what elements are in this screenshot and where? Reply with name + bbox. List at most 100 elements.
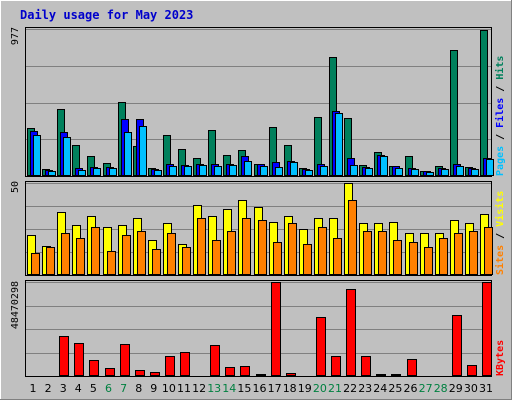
bar-pages-day-24 bbox=[380, 156, 388, 176]
bar-pages-day-26 bbox=[411, 169, 419, 176]
day-label-9: 9 bbox=[150, 382, 157, 395]
bar-kbytes-day-13 bbox=[210, 345, 220, 376]
bar-sites-day-9 bbox=[152, 249, 161, 275]
bar-kbytes-day-3 bbox=[59, 336, 69, 376]
bar-kbytes-day-30 bbox=[467, 365, 477, 376]
panel-kbytes-side-legend: KBytes bbox=[495, 340, 506, 376]
bar-sites-day-27 bbox=[424, 247, 433, 275]
bar-kbytes-day-6 bbox=[105, 368, 115, 376]
bar-kbytes-day-22 bbox=[346, 289, 356, 376]
bar-sites-day-13 bbox=[212, 240, 221, 275]
bar-sites-day-17 bbox=[273, 242, 282, 275]
bar-pages-day-10 bbox=[169, 166, 177, 176]
bar-sites-day-24 bbox=[378, 231, 387, 275]
bar-hits-day-31 bbox=[480, 30, 488, 176]
bar-kbytes-day-23 bbox=[361, 356, 371, 376]
bar-kbytes-day-24 bbox=[376, 374, 386, 376]
day-axis-labels: 1 2 3 4 5 6 7 8 9 10 11 12 13 14 15 16 17 18 19 20 21 22 23 24 2… bbox=[30, 382, 494, 395]
bar-kbytes-day-26 bbox=[407, 359, 417, 376]
bar-sites-day-10 bbox=[167, 233, 176, 275]
day-label-25: 25 bbox=[388, 382, 402, 395]
bar-pages-day-5 bbox=[93, 168, 101, 176]
bar-pages-day-21 bbox=[335, 113, 343, 176]
bar-sites-day-29 bbox=[454, 233, 463, 275]
panel-visits-side-legend: Sites / Visits bbox=[494, 191, 506, 275]
bar-sites-day-22 bbox=[348, 200, 357, 275]
bar-hits-day-29 bbox=[450, 50, 458, 176]
bar-kbytes-day-14 bbox=[225, 367, 235, 376]
bar-pages-day-7 bbox=[124, 132, 132, 176]
day-label-8: 8 bbox=[135, 382, 142, 395]
bar-kbytes-day-29 bbox=[452, 315, 462, 376]
day-label-24: 24 bbox=[373, 382, 387, 395]
side-legend-part-1-2: Visits bbox=[494, 191, 506, 227]
bar-sites-day-26 bbox=[409, 242, 418, 275]
bar-pages-day-22 bbox=[350, 165, 358, 176]
bar-kbytes-day-5 bbox=[89, 360, 99, 376]
chart-title: Daily usage for May 2023 bbox=[20, 8, 193, 22]
bar-pages-day-8 bbox=[139, 126, 147, 176]
bar-sites-day-8 bbox=[137, 231, 146, 275]
day-label-17: 17 bbox=[268, 382, 282, 395]
bar-pages-day-18 bbox=[290, 162, 298, 176]
bar-kbytes-day-25 bbox=[391, 374, 401, 376]
bar-sites-day-28 bbox=[439, 238, 448, 275]
day-label-5: 5 bbox=[90, 382, 97, 395]
day-label-18: 18 bbox=[283, 382, 297, 395]
bar-kbytes-day-21 bbox=[331, 356, 341, 376]
bar-pages-day-11 bbox=[184, 166, 192, 176]
bar-sites-day-31 bbox=[484, 227, 493, 275]
bar-sites-day-3 bbox=[61, 233, 70, 275]
bar-pages-day-20 bbox=[320, 166, 328, 176]
day-label-31: 31 bbox=[479, 382, 493, 395]
day-label-28: 28 bbox=[434, 382, 448, 395]
bar-kbytes-day-31 bbox=[482, 282, 492, 376]
day-label-4: 4 bbox=[75, 382, 82, 395]
bar-pages-day-19 bbox=[305, 170, 313, 176]
day-label-3: 3 bbox=[60, 382, 67, 395]
bar-pages-day-1 bbox=[33, 135, 41, 176]
day-label-29: 29 bbox=[449, 382, 463, 395]
day-label-12: 12 bbox=[192, 382, 206, 395]
bar-pages-day-14 bbox=[229, 165, 237, 176]
day-label-20: 20 bbox=[313, 382, 327, 395]
panel-hits-files-pages: 977 Pages / Files / Hits bbox=[10, 27, 506, 177]
bar-sites-day-18 bbox=[288, 223, 297, 275]
bar-sites-day-15 bbox=[242, 218, 251, 275]
bar-pages-day-17 bbox=[275, 167, 283, 176]
bar-pages-day-25 bbox=[395, 168, 403, 176]
bar-kbytes-day-20 bbox=[316, 317, 326, 376]
panel-hits-side-legend: Pages / Files / Hits bbox=[494, 56, 506, 176]
bar-pages-day-13 bbox=[214, 166, 222, 176]
side-legend-part-0-0: Pages bbox=[495, 146, 506, 176]
bar-pages-day-2 bbox=[48, 171, 56, 176]
day-label-10: 10 bbox=[162, 382, 176, 395]
day-label-1: 1 bbox=[30, 382, 37, 395]
side-legend-part-2-0: KBytes bbox=[495, 340, 506, 376]
bar-sites-day-20 bbox=[318, 227, 327, 275]
side-legend-part-0-1: / bbox=[495, 128, 506, 146]
panel-kbytes: 48470298 KBytes bbox=[10, 280, 506, 377]
bar-pages-day-3 bbox=[63, 137, 71, 176]
kbytes-bars bbox=[26, 282, 492, 376]
bar-pages-day-29 bbox=[456, 166, 464, 176]
side-legend-part-1-0: Sites bbox=[494, 245, 506, 275]
bar-pages-day-4 bbox=[78, 170, 86, 176]
visits-sites-bars bbox=[26, 183, 493, 275]
bar-pages-day-28 bbox=[441, 169, 449, 176]
day-label-13: 13 bbox=[207, 382, 221, 395]
day-label-6: 6 bbox=[105, 382, 112, 395]
day-label-21: 21 bbox=[328, 382, 342, 395]
kbytes-max-label: 48470298 bbox=[10, 281, 21, 329]
day-label-15: 15 bbox=[237, 382, 251, 395]
panel-visits-sites: 50 Sites / Visits bbox=[10, 181, 506, 276]
bar-pages-day-16 bbox=[260, 166, 268, 176]
bar-sites-day-23 bbox=[363, 231, 372, 275]
bar-sites-day-14 bbox=[227, 231, 236, 275]
bar-sites-day-1 bbox=[31, 253, 40, 275]
hits-max-label: 977 bbox=[10, 27, 21, 45]
bar-kbytes-day-8 bbox=[135, 370, 145, 376]
visits-max-label: 50 bbox=[10, 181, 21, 193]
day-label-30: 30 bbox=[464, 382, 478, 395]
